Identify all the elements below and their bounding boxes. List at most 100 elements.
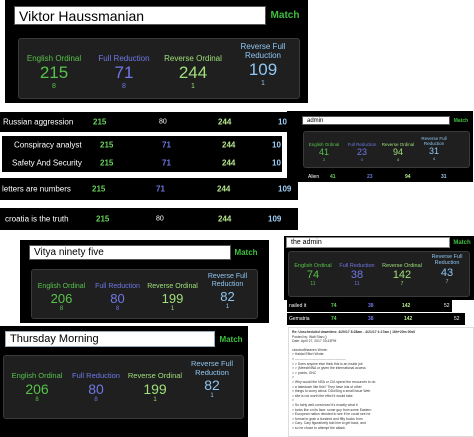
match-row[interactable]: Alien 41 23 94 31 [306,171,471,182]
row-reverse-ordinal: 244 [222,140,236,150]
full-reduction-column: Full Reduction 23 5 [344,138,380,162]
full-reduction-value: 80 [88,380,104,397]
full-reduction-value: 80 [110,291,125,307]
reverse-full-reduction-value: 82 [204,377,220,394]
phrase-input[interactable]: the admin [286,237,450,248]
reverse-full-reduction-small: 7 [445,278,449,285]
match-row[interactable]: letters are numbers 215 71 244 109 [0,178,298,200]
reverse-full-reduction-label: Reverse Full Reduction [421,136,447,147]
reverse-ordinal-small: 1 [153,396,157,403]
results-card-admin [303,131,470,168]
match-row[interactable]: nailed it 74 38 142 52 [287,300,452,312]
phrase-input[interactable]: Viktor Haussmanian [14,6,266,25]
match-button[interactable]: Match [268,6,302,25]
english-ordinal-column: English Ordinal 74 11 [292,256,334,287]
quote-line: > Why would the NSA or CIA spend the res… [292,379,376,384]
reverse-full-reduction-small: 1 [210,393,214,400]
quote-line: > Haldai Effort Wrote: [292,352,325,357]
row-english-ordinal: 41 [330,173,336,180]
row-english-ordinal: 215 [92,184,106,194]
match-button[interactable]: Match [451,116,471,125]
match-row[interactable]: Gematria 74 38 142 52 [287,313,465,325]
quote-line: > looks like on its face: some guy from … [292,407,372,412]
reverse-ordinal-value: 142 [392,269,412,282]
reverse-full-reduction-column: Reverse Full Reduction 43 7 [425,254,469,285]
row-phrase: nailed it [289,303,307,309]
reverse-ordinal-column: Reverse Ordinal 244 1 [160,42,226,90]
full-reduction-small: 11 [354,281,360,288]
english-ordinal-column: English Ordinal 41 2 [306,138,342,162]
full-reduction-small: 8 [115,306,120,313]
row-reverse-ordinal: 244 [217,184,231,194]
full-reduction-column: Full Reduction 80 8 [90,273,145,312]
reverse-ordinal-small: 1 [170,306,175,313]
match-row[interactable]: Russian aggression 215 80 244 10 [0,112,290,132]
row-full-reduction: 71 [162,158,171,168]
reverse-ordinal-label: Reverse Ordinal [164,54,222,63]
row-reverse-ordinal: 94 [405,173,411,180]
full-reduction-label: Full Reduction [98,54,150,63]
forum-post: Re: Unscheduled downtime. 4/20/17 8:28am… [288,327,474,437]
row-full-reduction: 80 [156,215,164,223]
quote-line: > European nation decided to see if he c… [292,412,371,417]
english-ordinal-small: 8 [52,83,56,91]
full-reduction-value: 71 [114,63,134,83]
match-button[interactable]: Match [451,237,473,248]
reverse-ordinal-label: Reverse Ordinal [381,142,415,147]
quote-line: > > (MeeshNNA or given the international… [292,366,366,371]
row-reverse-full-reduction: 109 [268,214,282,224]
phrase-input[interactable]: Thursday Morning [5,331,215,347]
english-ordinal-value: 215 [39,63,69,83]
row-english-ordinal: 215 [96,214,110,224]
row-full-reduction: 71 [156,184,165,194]
quote-line: > [292,398,294,403]
reverse-ordinal-value: 199 [143,380,167,397]
match-row[interactable]: Conspiracy analyst 215 71 244 10 [2,136,282,154]
english-ordinal-label: English Ordinal [294,263,332,269]
quote-line: > So fairly well-convinced it's exactly … [292,402,358,407]
match-row[interactable]: Safety And Security 215 71 244 10 [2,154,282,172]
row-english-ordinal: 74 [331,303,337,309]
results-card-admin-2 [288,251,470,297]
phrase-input[interactable]: admin [302,116,450,125]
reverse-full-reduction-value: 43 [440,266,454,279]
row-reverse-ordinal: 244 [222,158,236,168]
full-reduction-value: 23 [356,147,367,158]
row-english-ordinal: 74 [331,316,337,322]
row-phrase: croatia is the truth [5,214,69,224]
row-english-ordinal: 215 [93,117,107,127]
reverse-ordinal-column: Reverse Ordinal 199 1 [124,360,186,403]
quote-line: > so he chose to attempt the attack. [292,425,346,430]
english-ordinal-column: English Ordinal 206 8 [34,273,89,312]
full-reduction-value: 38 [350,269,364,282]
reverse-full-reduction-column: Reverse Full Reduction 82 1 [200,273,255,310]
english-ordinal-small: 8 [59,306,64,313]
post-subject: Re: Unscheduled downtime. 4/20/17 8:28am… [292,330,416,334]
english-ordinal-value: 206 [25,380,49,397]
row-reverse-full-reduction: 52 [454,316,460,322]
english-ordinal-label: English Ordinal [308,142,340,147]
reverse-full-reduction-label: Reverse Full Reduction [431,254,463,267]
reverse-full-reduction-value: 109 [248,60,278,80]
post-author: Posted by: Walt Stan () [292,334,327,339]
match-button[interactable]: Match [216,331,246,347]
full-reduction-label: Full Reduction [72,371,120,380]
reverse-full-reduction-column: Reverse Full Reduction 82 1 [182,359,242,400]
results-card-3 [3,355,244,419]
reverse-ordinal-label: Reverse Ordinal [382,263,422,269]
english-ordinal-column: English Ordinal 206 8 [6,360,68,402]
match-row[interactable]: croatia is the truth 215 80 244 109 [0,208,298,230]
full-reduction-label: Full Reduction [347,142,377,147]
english-ordinal-column: English Ordinal 215 8 [22,42,86,90]
row-english-ordinal: 215 [100,158,114,168]
english-ordinal-label: English Ordinal [26,54,82,63]
reverse-full-reduction-label: Reverse Full Reduction [207,273,248,289]
full-reduction-small: 8 [122,83,126,91]
english-ordinal-label: English Ordinal [37,283,86,290]
reverse-ordinal-small: 7 [400,281,404,288]
english-ordinal-small: 2 [322,157,326,163]
row-phrase: Gematria [289,316,310,322]
full-reduction-small: 5 [360,157,364,163]
match-button[interactable]: Match [232,245,260,260]
phrase-input[interactable]: Vitya ninety five [29,245,231,260]
